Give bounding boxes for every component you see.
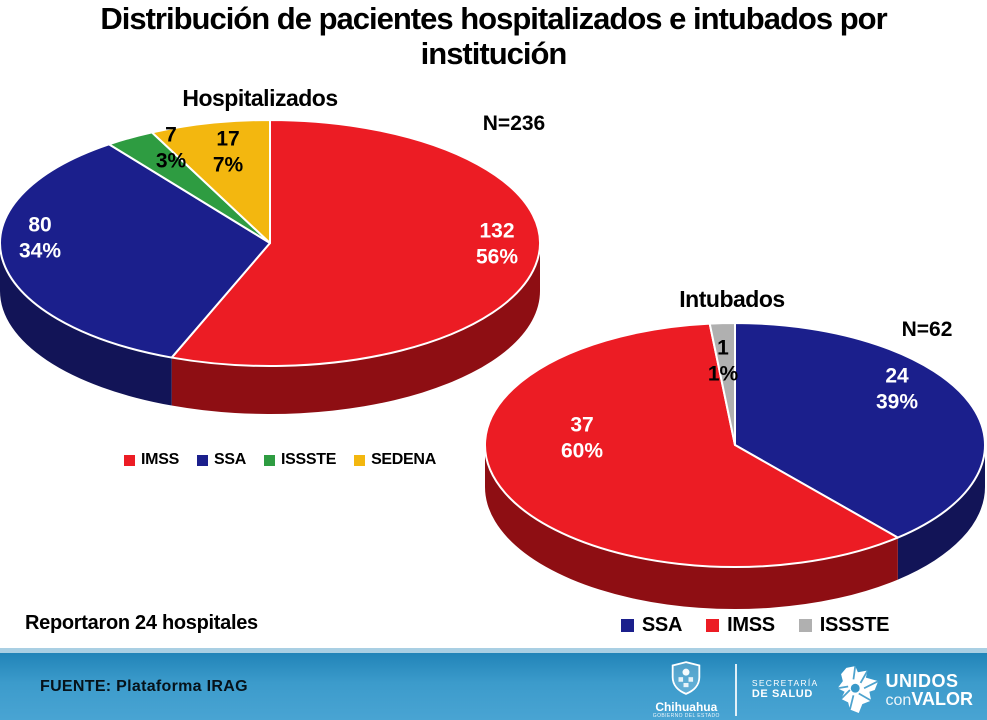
legend-label-sedena: SEDENA [371,451,436,468]
legend-item-imss-2: IMSS [706,614,775,637]
legend-label-imss-2: IMSS [727,614,775,636]
legend-label-imss: IMSS [141,451,179,468]
slice-label-sedena: 7% [213,154,244,177]
hospitals-reported-note: Reportaron 24 hospitales [25,612,258,634]
slice-label-imss: 37 [570,414,593,437]
legend-item-imss: IMSS [124,451,179,469]
legend-hospitalizados: IMSS SSA ISSSTE SEDENA [60,451,500,469]
unidos-line2: conVALOR [886,690,973,709]
legend-swatch-issste [263,454,275,466]
pie-slice-issste [708,322,736,446]
legend-swatch-imss-2 [706,619,720,632]
page-title: Distribución de pacientes hospitalizados… [100,1,887,71]
legend-label-ssa: SSA [213,451,246,468]
unidos-con-valor-logo: UNIDOS conVALOR [834,665,973,715]
unidos-con: con [885,691,912,709]
pie-slice-side-ssa [897,445,985,580]
pie-intubados: 24 39% 37 60% 1 1% [484,322,986,610]
legend-swatch-sedena [354,454,366,466]
legend-item-sedena: SEDENA [354,451,436,469]
slice-label-issste: 1 [717,337,729,360]
n-label-hospitalizados: N=236 [482,112,546,135]
pie-slice-imss [170,119,541,367]
legend-item-ssa: SSA [196,451,246,469]
unidos-line1: UNIDOS [885,670,959,691]
footer-top-stripe [0,648,987,653]
pie-slice-side-imss [485,445,898,610]
slice-label-ssa: 34% [19,240,61,263]
chihuahua-state-icon [836,665,879,713]
footer-logos: Chihuahua GOBIERNO DEL ESTADO SECRETARÍA… [653,661,973,719]
chihuahua-wordmark: Chihuahua [655,700,718,714]
legend-swatch-imss [124,454,136,466]
legend-label-ssa-2: SSA [641,614,683,636]
chihuahua-shield-icon [672,661,701,695]
slice-label-ssa: 80 [28,214,51,237]
slice-label-issste: 1% [708,363,739,386]
slice-label-imss: 56% [476,246,518,269]
pie-slice-sedena [150,119,271,244]
legend-swatch-ssa-2 [620,619,634,632]
n-label-intubados: N=62 [901,318,953,341]
legend-label-issste-2: ISSSTE [819,614,890,636]
chart-title-intubados: Intubados [679,286,785,312]
chart-title-hospitalizados: Hospitalizados [182,85,338,111]
slice-label-sedena: 17 [216,128,239,151]
source-label: FUENTE: Plataforma IRAG [40,678,248,695]
footer-divider [734,664,737,716]
unidos-valor: VALOR [911,688,973,709]
legend-item-issste-2: ISSSTE [798,614,890,637]
legend-swatch-ssa [196,454,208,466]
slice-label-imss: 132 [479,220,514,243]
pie-slice-ssa [734,322,986,539]
pie-slice-side-ssa [0,243,172,406]
legend-label-issste: ISSSTE [280,451,337,468]
slice-label-imss: 60% [561,440,603,463]
pie-slice-ssa [0,143,271,359]
slice-label-issste: 7 [165,124,177,147]
secretaria-salud-logo: SECRETARÍA DE SALUD [752,678,819,702]
legend-item-issste: ISSSTE [263,451,337,469]
unidos-wordmark: UNIDOS conVALOR [886,672,973,709]
slice-label-issste: 3% [156,150,187,173]
slice-label-ssa: 39% [876,391,918,414]
pie-slice-imss [484,322,899,568]
footer-background: FUENTE: Plataforma IRAG Chihuahua GOBIER… [0,653,987,720]
legend-swatch-issste-2 [798,619,812,632]
chihuahua-subtitle: GOBIERNO DEL ESTADO [652,713,720,719]
pie-hospitalizados: 132 56% 80 34% 7 3% 17 7% [0,119,541,414]
footer-bar: FUENTE: Plataforma IRAG Chihuahua GOBIER… [0,648,987,720]
slice-label-ssa: 24 [885,365,909,388]
pie-slice-side-imss [171,243,541,414]
chihuahua-logo: Chihuahua GOBIERNO DEL ESTADO [653,661,720,719]
secretaria-line1: SECRETARÍA [751,677,819,688]
legend-item-ssa-2: SSA [620,614,683,637]
legend-intubados: SSA IMSS ISSSTE [555,614,955,637]
secretaria-line2: DE SALUD [751,688,813,701]
